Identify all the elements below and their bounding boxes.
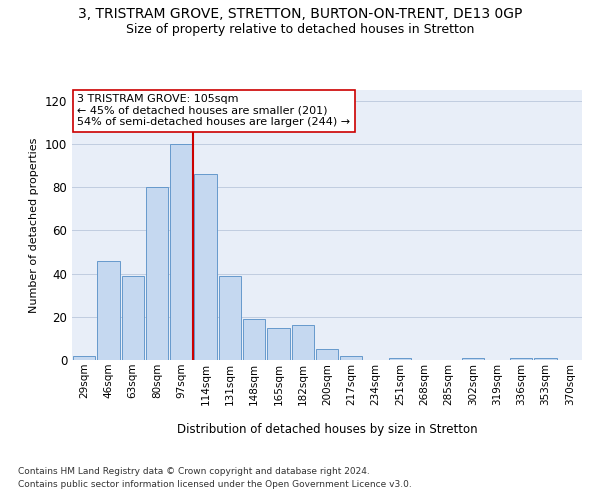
Text: Size of property relative to detached houses in Stretton: Size of property relative to detached ho… xyxy=(126,22,474,36)
Bar xyxy=(389,358,411,360)
Bar xyxy=(146,187,168,360)
Text: 3 TRISTRAM GROVE: 105sqm
← 45% of detached houses are smaller (201)
54% of semi-: 3 TRISTRAM GROVE: 105sqm ← 45% of detach… xyxy=(77,94,350,127)
Bar xyxy=(73,356,95,360)
Bar xyxy=(316,349,338,360)
Bar xyxy=(170,144,193,360)
Bar xyxy=(535,358,557,360)
Bar xyxy=(510,358,532,360)
Bar xyxy=(340,356,362,360)
Bar xyxy=(122,276,144,360)
Text: Contains HM Land Registry data © Crown copyright and database right 2024.: Contains HM Land Registry data © Crown c… xyxy=(18,467,370,476)
Text: Contains public sector information licensed under the Open Government Licence v3: Contains public sector information licen… xyxy=(18,480,412,489)
Bar xyxy=(267,328,290,360)
Bar xyxy=(292,326,314,360)
Bar xyxy=(461,358,484,360)
Text: 3, TRISTRAM GROVE, STRETTON, BURTON-ON-TRENT, DE13 0GP: 3, TRISTRAM GROVE, STRETTON, BURTON-ON-T… xyxy=(78,8,522,22)
Bar xyxy=(194,174,217,360)
Y-axis label: Number of detached properties: Number of detached properties xyxy=(29,138,39,312)
Bar xyxy=(97,260,119,360)
Bar xyxy=(243,319,265,360)
Bar xyxy=(218,276,241,360)
Text: Distribution of detached houses by size in Stretton: Distribution of detached houses by size … xyxy=(176,422,478,436)
